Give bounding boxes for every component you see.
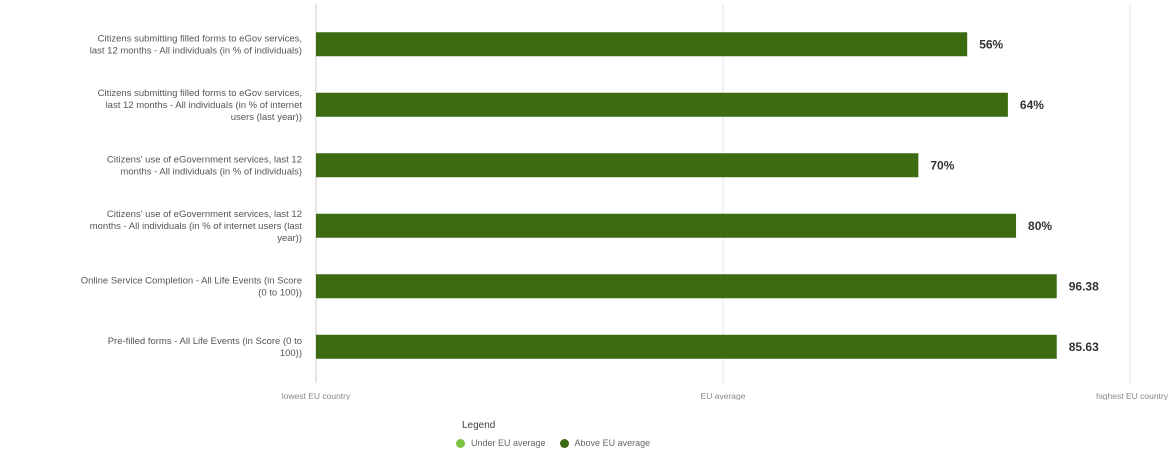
category-label-1-line-0: Citizens submitting filled forms to eGov… xyxy=(98,88,302,99)
value-label-5: 85.63 xyxy=(1069,340,1099,354)
value-label-3: 80% xyxy=(1028,219,1052,233)
chart-area: lowest EU country EU average highest EU co… xyxy=(81,4,1169,400)
category-label-1-line-1: last 12 months - All individuals (in % o… xyxy=(106,100,303,111)
legend-item-above[interactable]: Above EU average xyxy=(559,438,651,448)
category-label-5: Pre-filled forms - All Life Events (in S… xyxy=(108,336,302,359)
x-axis-label-2: highest EU country xyxy=(1096,391,1169,400)
category-label-1: Citizens submitting filled forms to eGov… xyxy=(98,88,303,123)
legend-item-under[interactable]: Under EU average xyxy=(456,438,546,448)
bar-1 xyxy=(316,92,1008,117)
category-label-0-line-0: Citizens submitting filled forms to eGov… xyxy=(98,33,302,44)
legend-label-under: Under EU average xyxy=(471,438,546,448)
value-label-1: 64% xyxy=(1020,98,1044,112)
category-label-3: Citizens' use of eGovernment services, l… xyxy=(90,209,303,244)
x-axis-label-0: lowest EU country xyxy=(282,391,351,400)
category-label-5-line-0: Pre-filled forms - All Life Events (in S… xyxy=(108,336,302,347)
category-label-4-line-1: (0 to 100)) xyxy=(258,287,302,298)
category-label-4-line-0: Online Service Completion - All Life Eve… xyxy=(81,275,302,286)
legend: Legend Under EU average Above EU average xyxy=(456,420,664,448)
category-label-2-line-0: Citizens' use of eGovernment services, l… xyxy=(107,154,302,165)
category-label-4: Online Service Completion - All Life Eve… xyxy=(81,275,302,298)
value-label-4: 96.38 xyxy=(1069,279,1099,293)
category-label-0-line-1: last 12 months - All individuals (in % o… xyxy=(90,45,302,56)
value-label-2: 70% xyxy=(930,158,954,172)
category-label-5-line-1: 100)) xyxy=(280,348,302,359)
legend-dot-under-icon xyxy=(456,438,465,448)
legend-dot-above-icon xyxy=(559,438,569,448)
category-label-2: Citizens' use of eGovernment services, l… xyxy=(107,154,302,177)
legend-title: Legend xyxy=(462,420,496,431)
bar-chart: lowest EU country EU average highest EU co… xyxy=(81,4,1169,400)
bar-0 xyxy=(316,32,968,57)
category-label-1-line-2: users (last year)) xyxy=(231,112,302,123)
bar-3 xyxy=(316,213,1017,238)
x-axis-label-1: EU average xyxy=(701,391,746,400)
bar-2 xyxy=(316,153,919,178)
value-label-0: 56% xyxy=(979,37,1003,51)
category-label-0: Citizens submitting filled forms to eGov… xyxy=(90,33,302,56)
category-label-3-line-2: year)) xyxy=(277,233,302,244)
bar-5 xyxy=(316,334,1057,359)
legend-label-above: Above EU average xyxy=(574,438,651,448)
bar-4 xyxy=(316,274,1057,299)
category-label-2-line-1: months - All individuals (in % of indivi… xyxy=(120,166,302,177)
category-label-3-line-0: Citizens' use of eGovernment services, l… xyxy=(107,209,302,220)
category-label-3-line-1: months - All individuals (in % of intern… xyxy=(90,221,303,232)
